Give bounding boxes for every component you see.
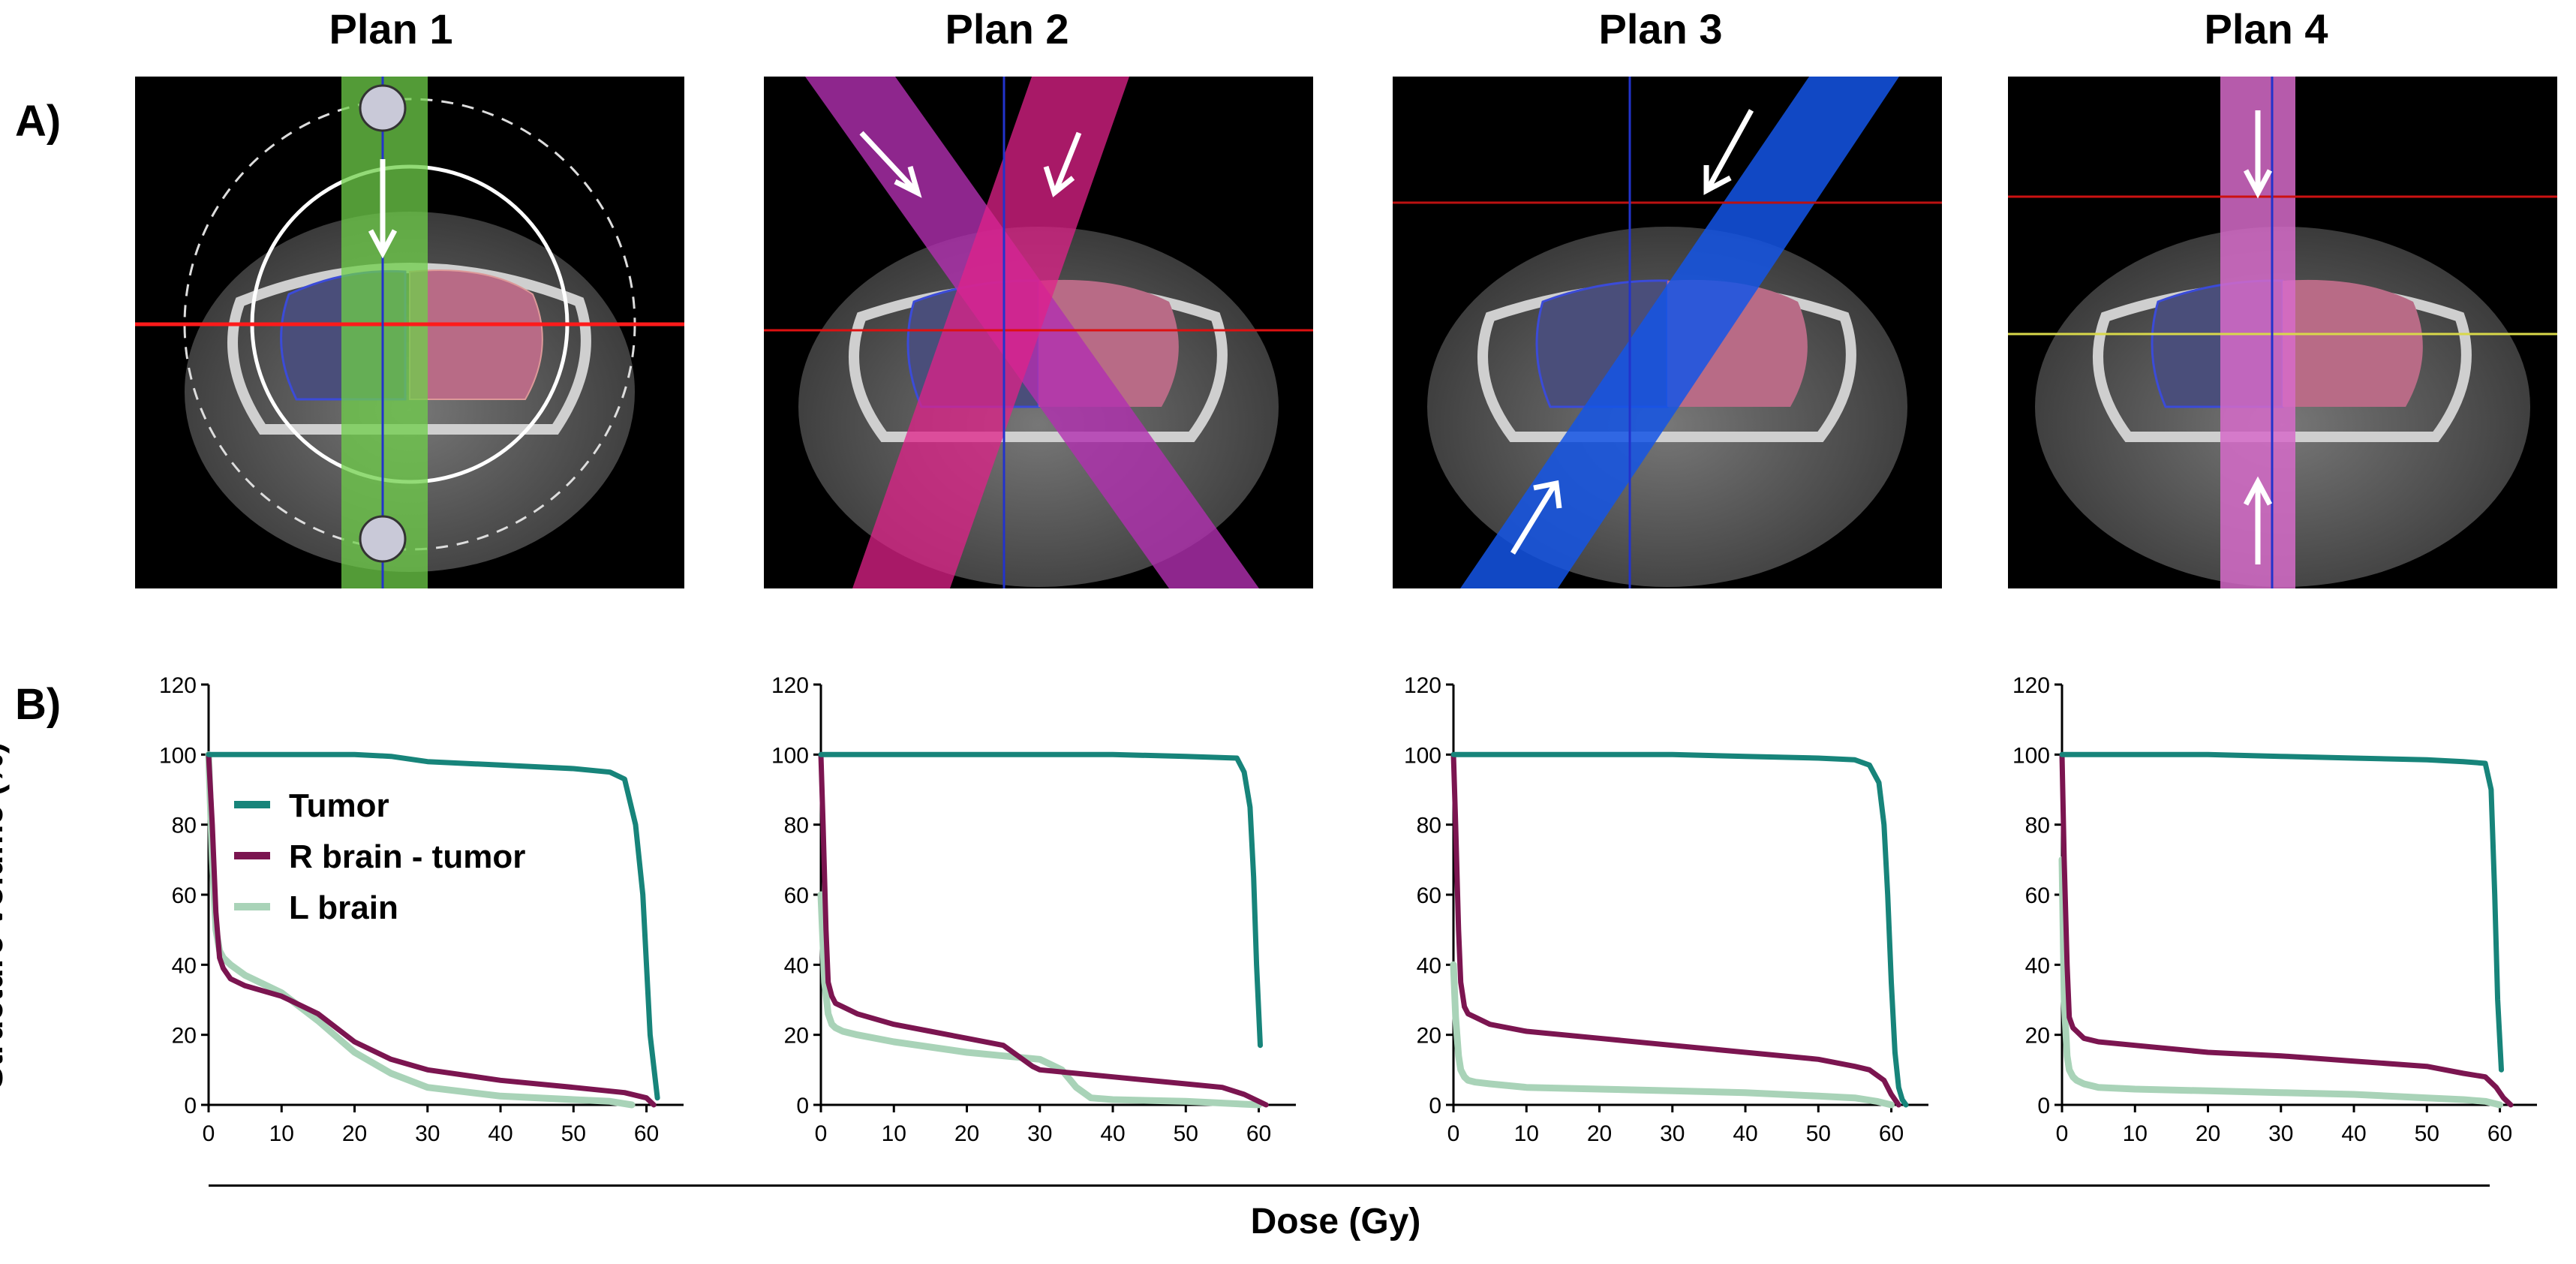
legend-label: R brain - tumor — [289, 838, 525, 875]
y-tick-label: 40 — [784, 953, 809, 978]
x-tick-label: 60 — [1879, 1121, 1904, 1146]
x-tick-label: 50 — [1806, 1121, 1831, 1146]
y-tick-label: 0 — [796, 1094, 809, 1118]
y-tick-label: 60 — [784, 883, 809, 908]
x-tick-label: 60 — [634, 1121, 659, 1146]
x-tick-label: 30 — [415, 1121, 440, 1146]
x-tick-label: 30 — [1027, 1121, 1052, 1146]
x-tick-label: 50 — [561, 1121, 586, 1146]
x-tick-label: 0 — [1447, 1121, 1460, 1146]
y-tick-label: 120 — [159, 673, 197, 698]
shared-x-axis-line — [209, 1184, 2490, 1187]
series-line-r-brain-tumor — [818, 751, 1269, 1108]
plan-title-2: Plan 2 — [945, 5, 1069, 53]
dvh-chart-plan-3: 0 20 40 60 80 100 120 0 10 20 30 40 50 60 — [1404, 673, 1928, 1146]
series-line-r-brain-tumor — [206, 751, 657, 1108]
x-tick-label: 20 — [1587, 1121, 1612, 1146]
x-tick-label: 30 — [1660, 1121, 1685, 1146]
series-line-l-brain — [817, 891, 1262, 1109]
ct-image-plan-4 — [2008, 77, 2557, 588]
series-line-r-brain-tumor — [1450, 751, 1901, 1108]
x-tick-label: 10 — [2123, 1121, 2148, 1146]
y-tick-label: 20 — [2025, 1024, 2050, 1049]
y-axis-label: Structure volume (%) — [0, 742, 10, 1090]
x-tick-label: 20 — [954, 1121, 979, 1146]
y-tick-label: 40 — [1417, 953, 1441, 978]
y-tick-label: 0 — [184, 1094, 197, 1118]
series-line-tumor — [2059, 751, 2504, 1073]
dvh-chart-plan-4: 0 20 40 60 80 100 120 0 10 20 30 40 50 60 — [2012, 673, 2537, 1146]
x-tick-label: 50 — [1174, 1121, 1198, 1146]
x-tick-label: 40 — [2341, 1121, 2366, 1146]
series-line-tumor — [1450, 751, 1909, 1108]
y-tick-label: 40 — [172, 953, 197, 978]
ct-image-plan-2 — [764, 77, 1313, 588]
panel-label-b: B) — [15, 680, 62, 729]
x-tick-label: 50 — [2415, 1121, 2439, 1146]
x-tick-label: 60 — [1246, 1121, 1271, 1146]
y-tick-label: 100 — [2012, 743, 2050, 768]
x-tick-label: 30 — [2268, 1121, 2293, 1146]
y-tick-label: 120 — [2012, 673, 2050, 698]
x-tick-label: 40 — [1733, 1121, 1757, 1146]
plan-title-3: Plan 3 — [1598, 5, 1723, 53]
series-line-tumor — [206, 751, 660, 1101]
series-line-r-brain-tumor — [2059, 751, 2514, 1108]
dvh-chart-plan-2: 0 20 40 60 80 100 120 0 10 20 30 40 50 60 — [771, 673, 1296, 1146]
y-tick-label: 100 — [771, 743, 809, 768]
y-tick-label: 40 — [2025, 953, 2050, 978]
beam-magenta — [852, 77, 1129, 588]
x-tick-label: 0 — [815, 1121, 828, 1146]
x-tick-label: 20 — [342, 1121, 367, 1146]
x-tick-label: 10 — [269, 1121, 294, 1146]
x-tick-label: 0 — [203, 1121, 215, 1146]
y-tick-label: 20 — [1417, 1024, 1441, 1049]
ct-image-plan-1 — [135, 77, 684, 588]
y-tick-label: 60 — [1417, 883, 1441, 908]
ct-image-plan-3 — [1393, 77, 1942, 588]
y-tick-label: 0 — [1429, 1094, 1441, 1118]
y-tick-label: 20 — [784, 1024, 809, 1049]
y-tick-label: 120 — [771, 673, 809, 698]
y-tick-label: 100 — [159, 743, 197, 768]
legend-label: L brain — [289, 889, 398, 926]
legend-label: Tumor — [289, 787, 389, 824]
plan-title-1: Plan 1 — [329, 5, 453, 53]
x-tick-label: 20 — [2196, 1121, 2220, 1146]
series-line-tumor — [818, 751, 1263, 1049]
y-tick-label: 0 — [2037, 1094, 2050, 1118]
series-line-l-brain — [1450, 961, 1895, 1109]
dvh-chart-plan-1: 0 20 40 60 80 100 120 0 10 20 30 40 50 60 Tumor R brain… — [159, 673, 684, 1146]
y-tick-label: 80 — [172, 814, 197, 838]
y-tick-label: 20 — [172, 1024, 197, 1049]
beam-blue — [1460, 77, 1899, 588]
x-tick-label: 40 — [1100, 1121, 1125, 1146]
x-tick-label: 0 — [2056, 1121, 2069, 1146]
right-brain-region — [409, 269, 543, 400]
y-tick-label: 100 — [1404, 743, 1441, 768]
y-tick-label: 80 — [784, 814, 809, 838]
plan-title-4: Plan 4 — [2204, 5, 2328, 53]
series-line-l-brain — [205, 751, 636, 1109]
x-tick-label: 10 — [882, 1121, 906, 1146]
x-axis-label: Dose (Gy) — [1250, 1202, 1421, 1241]
y-tick-label: 120 — [1404, 673, 1441, 698]
x-tick-label: 10 — [1514, 1121, 1539, 1146]
series-line-l-brain — [2058, 856, 2503, 1109]
y-tick-label: 80 — [1417, 814, 1441, 838]
y-tick-label: 60 — [172, 883, 197, 908]
x-tick-label: 60 — [2487, 1121, 2512, 1146]
y-tick-label: 80 — [2025, 814, 2050, 838]
panel-label-a: A) — [15, 97, 62, 146]
x-tick-label: 40 — [488, 1121, 512, 1146]
y-tick-label: 60 — [2025, 883, 2050, 908]
